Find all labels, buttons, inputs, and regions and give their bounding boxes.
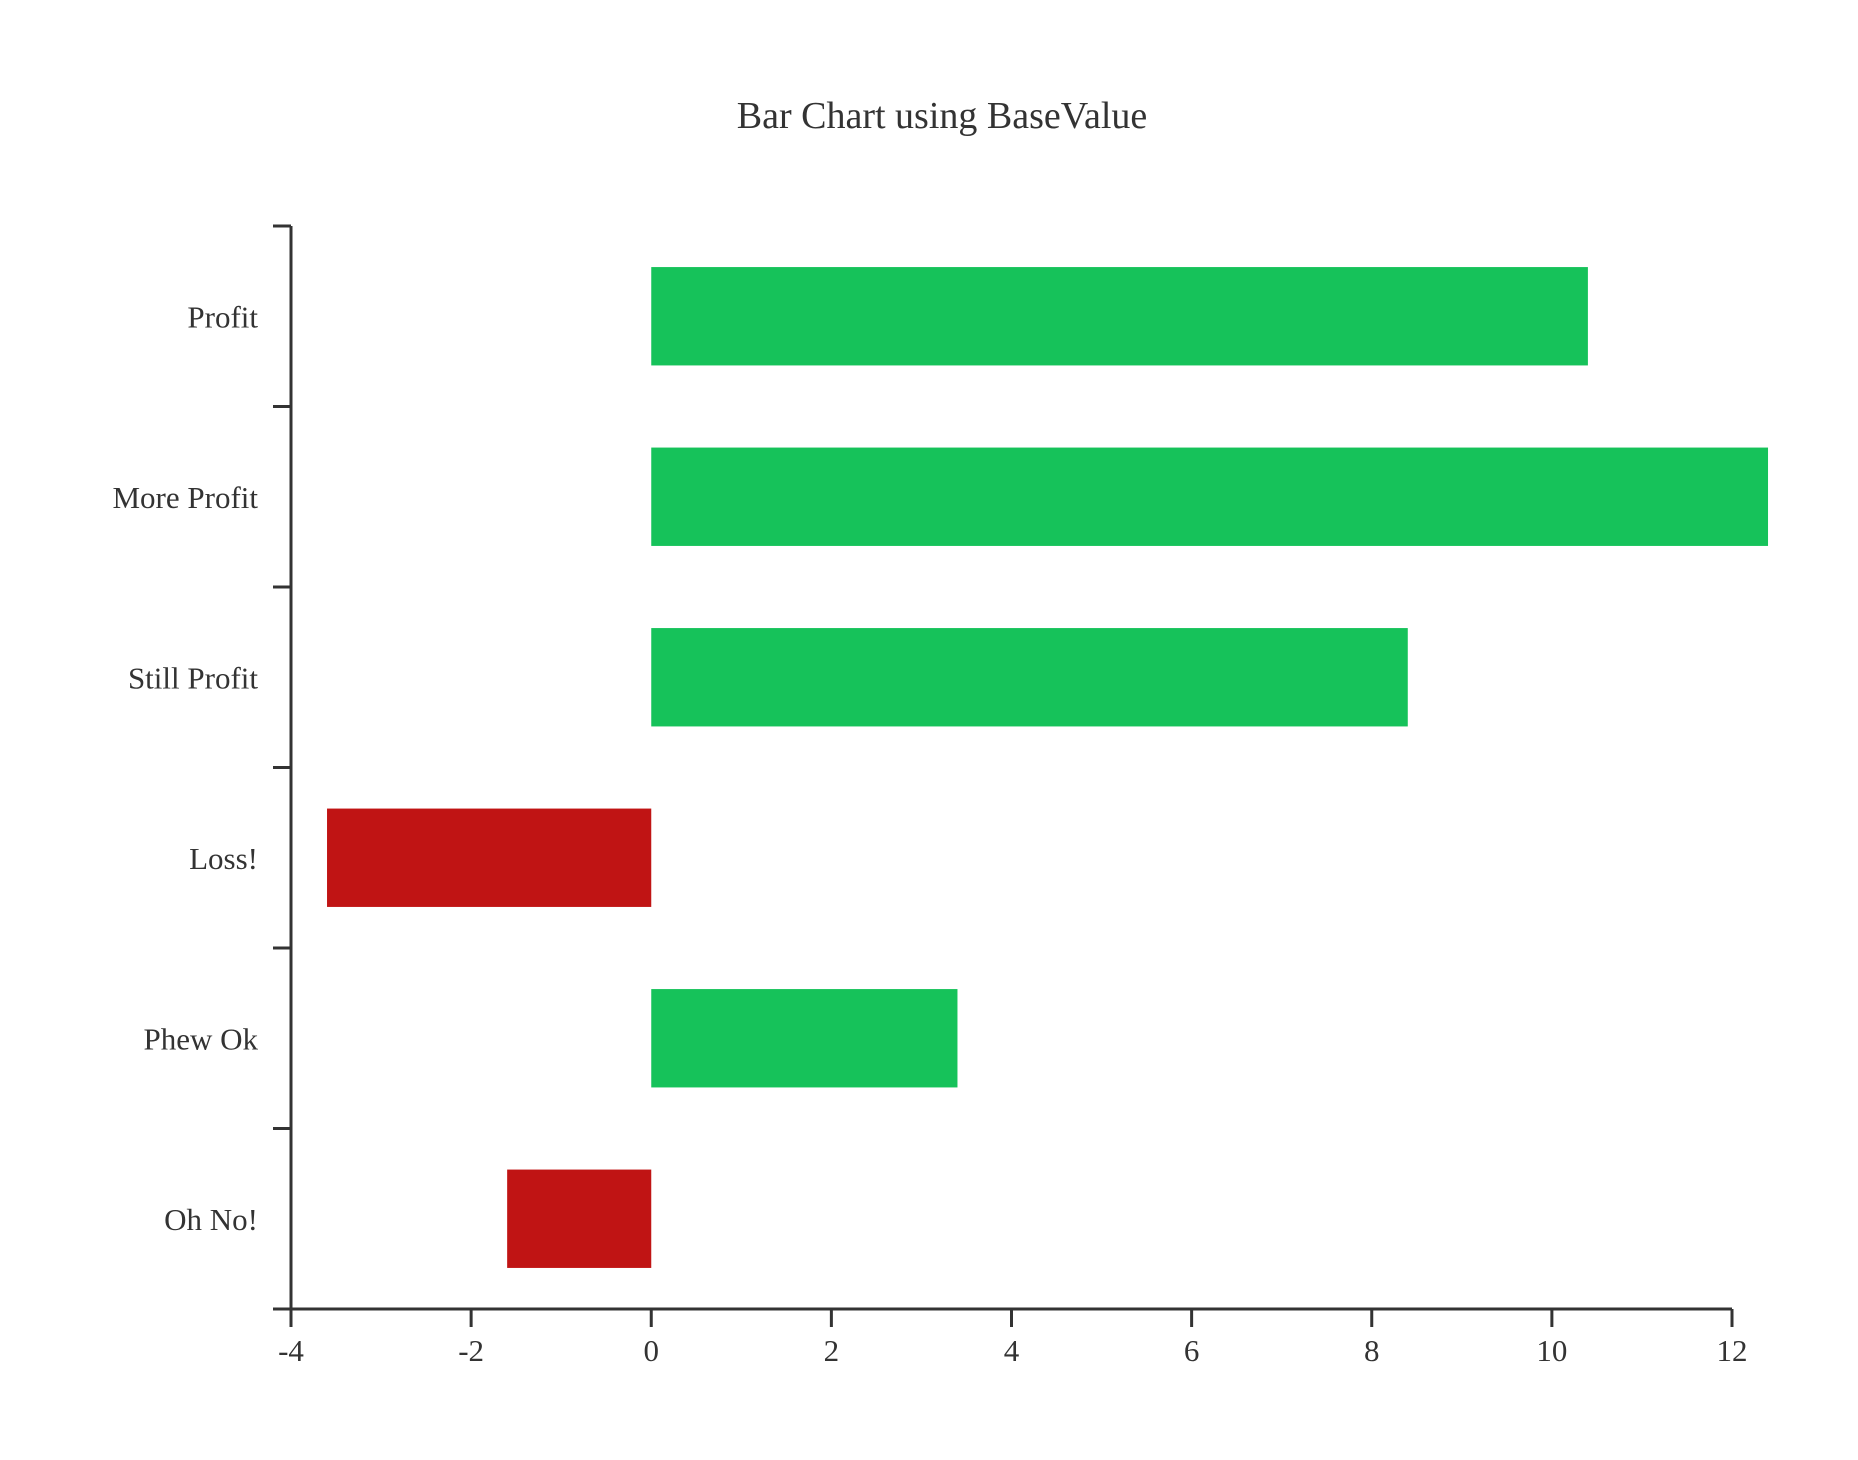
x-ticks-layer: -4 -2 0 2 4 6 8 10 12 [278,1309,1748,1368]
y-tick-label: Phew Ok [143,1021,258,1056]
bar-0 [651,267,1588,366]
bar-5 [507,1169,652,1268]
x-tick-label: 8 [1364,1333,1380,1368]
x-tick-label: -2 [458,1333,484,1368]
y-tick-label: Profit [187,299,258,334]
axes-layer [273,226,1732,1311]
y-tick-label: Still Profit [128,660,258,695]
x-tick-label: -4 [278,1333,304,1368]
y-tick-label: More Profit [112,480,258,515]
bar-4 [651,989,958,1088]
bar-3 [327,808,652,907]
y-tick-label: Oh No! [164,1202,258,1237]
bar-2 [651,628,1408,727]
x-tick-label: 4 [1004,1333,1020,1368]
y-ticks-layer: Profit More Profit Still Profit Loss! Phew O… [112,224,291,1311]
x-tick-label: 2 [824,1333,840,1368]
y-tick-label: Loss! [189,841,258,876]
bars-layer [327,267,1769,1268]
chart-title: Bar Chart using BaseValue [737,95,1148,137]
x-tick-label: 6 [1184,1333,1200,1368]
x-tick-label: 12 [1717,1333,1748,1368]
x-tick-label: 10 [1536,1333,1567,1368]
bar-1 [651,447,1769,546]
x-tick-label: 0 [644,1333,660,1368]
